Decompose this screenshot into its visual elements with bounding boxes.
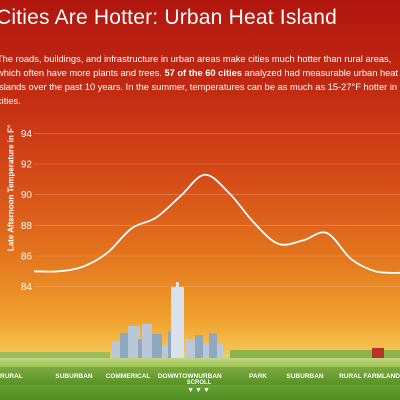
x-label-4: URBAN (198, 373, 222, 380)
building (112, 342, 120, 358)
building (203, 343, 209, 358)
building (185, 339, 195, 358)
building (195, 335, 203, 358)
x-label-6: SUBURBAN (286, 373, 324, 380)
x-label-2: COMMERICAL (105, 373, 151, 380)
description-text-a: The roads, buildings, and infrastructure… (0, 54, 392, 78)
building (128, 326, 140, 358)
x-label-3: DOWNTOWN (157, 373, 199, 380)
description: The roads, buildings, and infrastructure… (0, 52, 399, 108)
treeline-right (230, 350, 400, 358)
building (217, 344, 223, 358)
y-tick-labels: 84 86 88 90 92 94 (21, 129, 33, 293)
x-label-7: RURAL FARMLAND (339, 373, 400, 380)
scroll-down-icon: ▼▼▼ (187, 387, 211, 394)
city-skyline (0, 282, 400, 358)
x-label-1: SUBURBAN (55, 373, 93, 380)
description-highlight: 57 of the 60 cities (164, 68, 242, 78)
y-tick-86: 86 (21, 252, 33, 263)
x-label-5: PARK (249, 373, 267, 380)
barn (372, 348, 384, 358)
y-tick-90: 90 (21, 190, 33, 201)
building (209, 333, 217, 358)
scroll-label: SCROLL (186, 380, 212, 386)
building (142, 324, 152, 358)
building (120, 333, 130, 358)
label-band (0, 367, 400, 385)
y-tick-92: 92 (21, 160, 33, 171)
tower-building (171, 287, 184, 358)
y-tick-84: 84 (21, 282, 33, 293)
y-tick-94: 94 (21, 129, 33, 140)
building (162, 345, 168, 358)
description-text-b: analyzed had measurable urban heat islan… (0, 68, 399, 106)
x-label-0: RURAL (0, 373, 23, 380)
tower-spire (176, 282, 179, 288)
chart-title: Cities Are Hotter: Urban Heat Island (0, 6, 338, 29)
temperature-line (33, 173, 400, 274)
building (138, 339, 144, 358)
treeline-left (0, 352, 110, 358)
scroll-indicator[interactable]: SCROLL ▼▼▼ (187, 380, 212, 394)
gridlines (34, 133, 400, 287)
grass-field (0, 356, 400, 400)
building (152, 334, 162, 358)
y-tick-88: 88 (21, 221, 33, 232)
